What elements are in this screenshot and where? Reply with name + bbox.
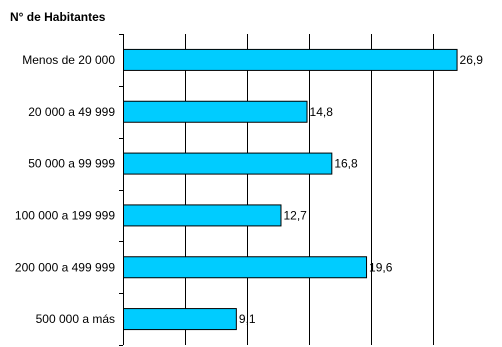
category-label: 500 000 a más <box>36 312 115 326</box>
category-label: 50 000 a 99 999 <box>28 157 115 171</box>
data-label: 16,8 <box>334 157 358 171</box>
value-labels: 26,9 14,8 16,8 12,7 19,6 9,1 <box>239 53 483 326</box>
category-label: Menos de 20 000 <box>22 53 115 67</box>
data-label: 19,6 <box>369 260 393 274</box>
bar <box>123 256 368 279</box>
data-label: 14,8 <box>310 105 334 119</box>
chart-title: N° de Habitantes <box>10 10 106 24</box>
category-labels: Menos de 20 000 20 000 a 49 999 50 000 a 9… <box>15 53 115 326</box>
bar <box>123 48 458 71</box>
bar <box>123 152 333 175</box>
data-label: 9,1 <box>239 312 256 326</box>
category-label: 100 000 a 199 999 <box>15 208 115 222</box>
category-label: 200 000 a 499 999 <box>15 260 115 274</box>
y-axis <box>119 34 124 346</box>
data-label: 12,7 <box>283 208 307 222</box>
gridlines <box>185 34 434 345</box>
bars <box>123 48 458 331</box>
bar <box>123 100 308 123</box>
data-label: 26,9 <box>460 53 484 67</box>
category-label: 20 000 a 49 999 <box>28 105 115 119</box>
bar <box>123 308 237 331</box>
bar <box>123 204 282 227</box>
